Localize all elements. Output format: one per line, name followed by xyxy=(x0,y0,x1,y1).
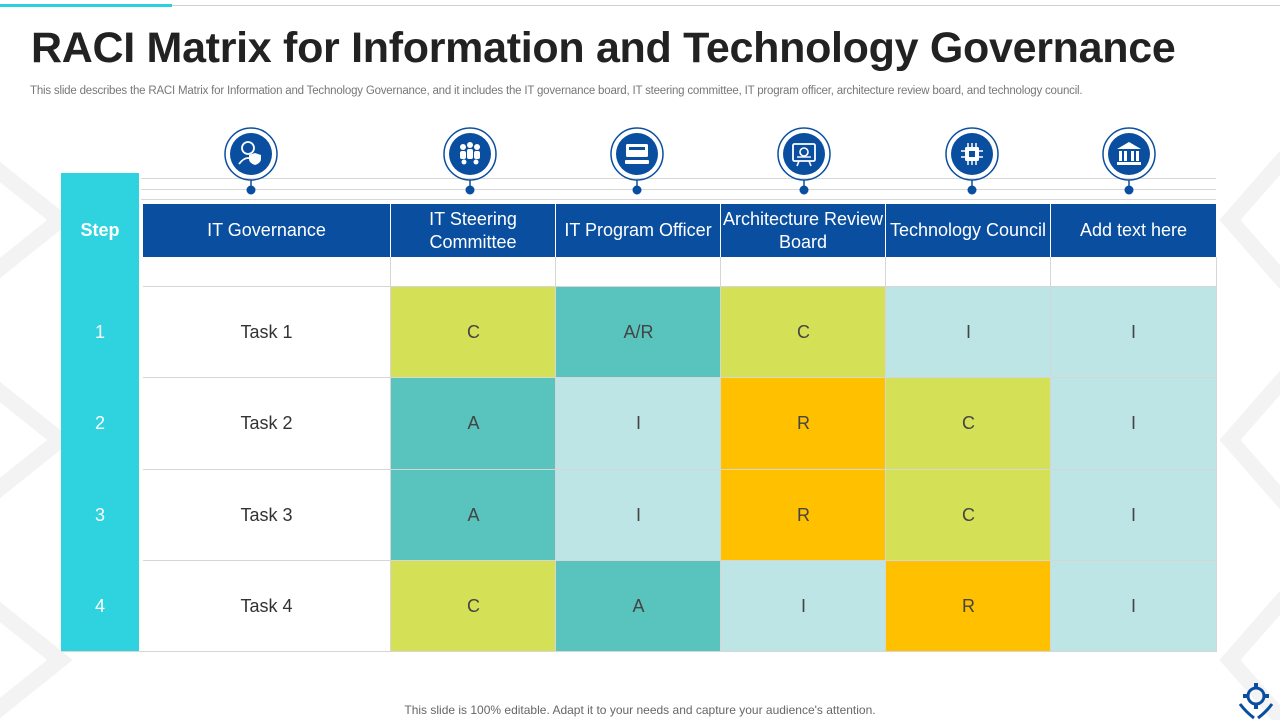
grid-line xyxy=(143,286,1217,287)
raci-cell: R xyxy=(721,378,886,469)
monitor-icon xyxy=(608,126,666,195)
grid-line xyxy=(143,377,1217,378)
header-role: IT Program Officer xyxy=(556,204,721,257)
header-role: Technology Council xyxy=(886,204,1051,257)
task-cell: Task 3 xyxy=(143,470,390,561)
raci-cell: A/R xyxy=(556,287,721,378)
raci-cell: I xyxy=(721,561,886,652)
header-role: Add text here xyxy=(1079,220,1188,240)
task-cell: Task 2 xyxy=(143,378,390,469)
raci-cell: I xyxy=(1051,561,1216,652)
footer-note: This slide is 100% editable. Adapt it to… xyxy=(404,703,876,717)
raci-cell: I xyxy=(1051,470,1216,561)
grid-line xyxy=(1216,257,1217,652)
raci-cell: I xyxy=(556,378,721,469)
step-number: 1 xyxy=(94,322,105,342)
raci-cell: C xyxy=(886,378,1051,469)
raci-cell: I xyxy=(886,287,1051,378)
top-accent-bar xyxy=(0,4,172,7)
divider-line xyxy=(141,189,1216,190)
team-icon xyxy=(441,126,499,195)
grid-line xyxy=(143,560,1217,561)
chip-icon xyxy=(943,126,1001,195)
task-cell: Task 4 xyxy=(143,561,390,652)
top-rule xyxy=(0,5,1280,6)
grid-line xyxy=(720,257,721,652)
header-role: IT Steering Committee xyxy=(391,204,556,257)
raci-cell: A xyxy=(556,561,721,652)
raci-cell: R xyxy=(721,470,886,561)
divider-line xyxy=(141,199,1216,200)
presentation-icon xyxy=(775,126,833,195)
page-subtitle: This slide describes the RACI Matrix for… xyxy=(30,85,1083,97)
raci-cell: C xyxy=(391,561,556,652)
raci-cell: R xyxy=(886,561,1051,652)
gear-hands-icon xyxy=(1238,683,1274,720)
step-column xyxy=(61,173,139,651)
step-number: 4 xyxy=(94,596,105,616)
grid-line xyxy=(390,257,391,652)
raci-cell: C xyxy=(391,287,556,378)
step-number: 3 xyxy=(94,505,105,525)
grid-line xyxy=(61,651,1217,652)
bank-icon xyxy=(1100,126,1158,195)
raci-cell: A xyxy=(391,378,556,469)
task-cell: Task 1 xyxy=(143,287,390,378)
grid-line xyxy=(143,469,1217,470)
grid-line xyxy=(555,257,556,652)
table-header-bar xyxy=(143,204,1216,257)
raci-cell: I xyxy=(1051,378,1216,469)
header-role: Architecture Review Board xyxy=(721,204,886,257)
header-it-governance: IT Governance xyxy=(143,204,391,257)
raci-cell: C xyxy=(886,470,1051,561)
role-icons-row xyxy=(0,120,1280,200)
raci-cell: I xyxy=(556,470,721,561)
step-header: Step xyxy=(80,220,120,240)
grid-line xyxy=(885,257,886,652)
page-title: RACI Matrix for Information and Technolo… xyxy=(31,24,1176,72)
raci-cell: I xyxy=(1051,287,1216,378)
raci-cell: A xyxy=(391,470,556,561)
raci-cell: C xyxy=(721,287,886,378)
grid-line xyxy=(1050,257,1051,652)
divider-line xyxy=(141,178,1216,179)
step-number: 2 xyxy=(94,413,105,433)
user-shield-icon xyxy=(222,126,280,195)
